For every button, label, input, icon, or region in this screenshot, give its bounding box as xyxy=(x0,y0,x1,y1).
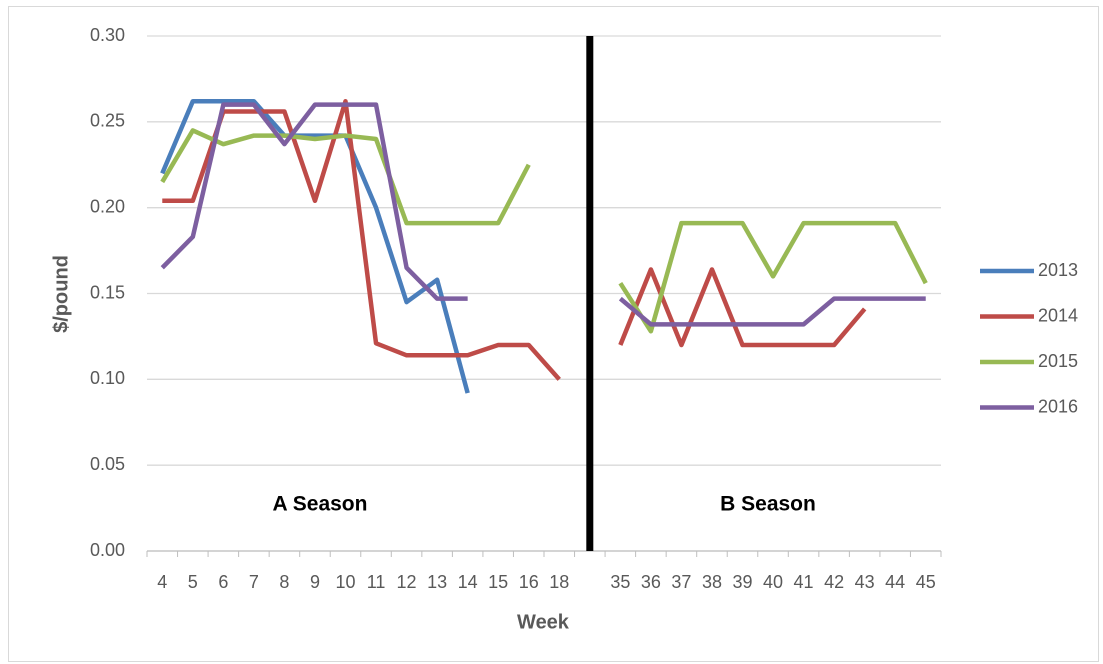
x-tick-label: 41 xyxy=(794,572,814,592)
series-line xyxy=(160,128,928,334)
legend-label: 2013 xyxy=(1038,260,1078,280)
legend-label: 2014 xyxy=(1038,305,1078,325)
x-tick-label: 13 xyxy=(427,572,447,592)
x-tick-label: 44 xyxy=(885,572,905,592)
x-tick-label: 18 xyxy=(549,572,569,592)
x-tick-label: 5 xyxy=(188,572,198,592)
y-tick-label: 0.10 xyxy=(90,368,125,388)
x-tick-label: 43 xyxy=(855,572,875,592)
x-tick-label: 35 xyxy=(610,572,630,592)
x-tick-label: 40 xyxy=(763,572,783,592)
x-tick-label: 11 xyxy=(367,572,386,592)
x-tick-label: 12 xyxy=(397,572,417,592)
x-tick-label: 14 xyxy=(458,572,478,592)
x-tick-label: 4 xyxy=(157,572,167,592)
series-line xyxy=(160,102,926,327)
x-tick-label: 15 xyxy=(488,572,508,592)
series-line xyxy=(160,98,470,394)
x-tick-label: 8 xyxy=(279,572,289,592)
x-tick-label: 39 xyxy=(732,572,752,592)
y-tick-label: 0.05 xyxy=(90,454,125,474)
x-tick-label: 6 xyxy=(218,572,228,592)
y-tick-label: 0.25 xyxy=(90,111,125,131)
y-tick-label: 0.30 xyxy=(90,25,125,45)
x-tick-label: 45 xyxy=(916,572,936,592)
y-tick-label: 0.00 xyxy=(90,540,125,560)
x-tick-label: 38 xyxy=(702,572,722,592)
legend-label: 2016 xyxy=(1038,396,1078,416)
y-axis-label: $/pound xyxy=(50,255,72,333)
x-tick-label: 10 xyxy=(335,572,355,592)
y-tick-label: 0.15 xyxy=(90,282,125,302)
x-tick-label: 7 xyxy=(249,572,259,592)
annotation: A Season xyxy=(273,493,368,516)
x-axis-label: Week xyxy=(517,611,570,633)
x-tick-label: 42 xyxy=(824,572,844,592)
x-tick-label: 37 xyxy=(671,572,691,592)
x-tick-label: 36 xyxy=(641,572,661,592)
legend-label: 2015 xyxy=(1038,351,1078,371)
annotation: B Season xyxy=(720,493,816,516)
x-tick-label: 9 xyxy=(310,572,320,592)
y-tick-label: 0.20 xyxy=(90,196,125,216)
chart-border xyxy=(8,6,1099,662)
x-tick-label: 16 xyxy=(519,572,539,592)
